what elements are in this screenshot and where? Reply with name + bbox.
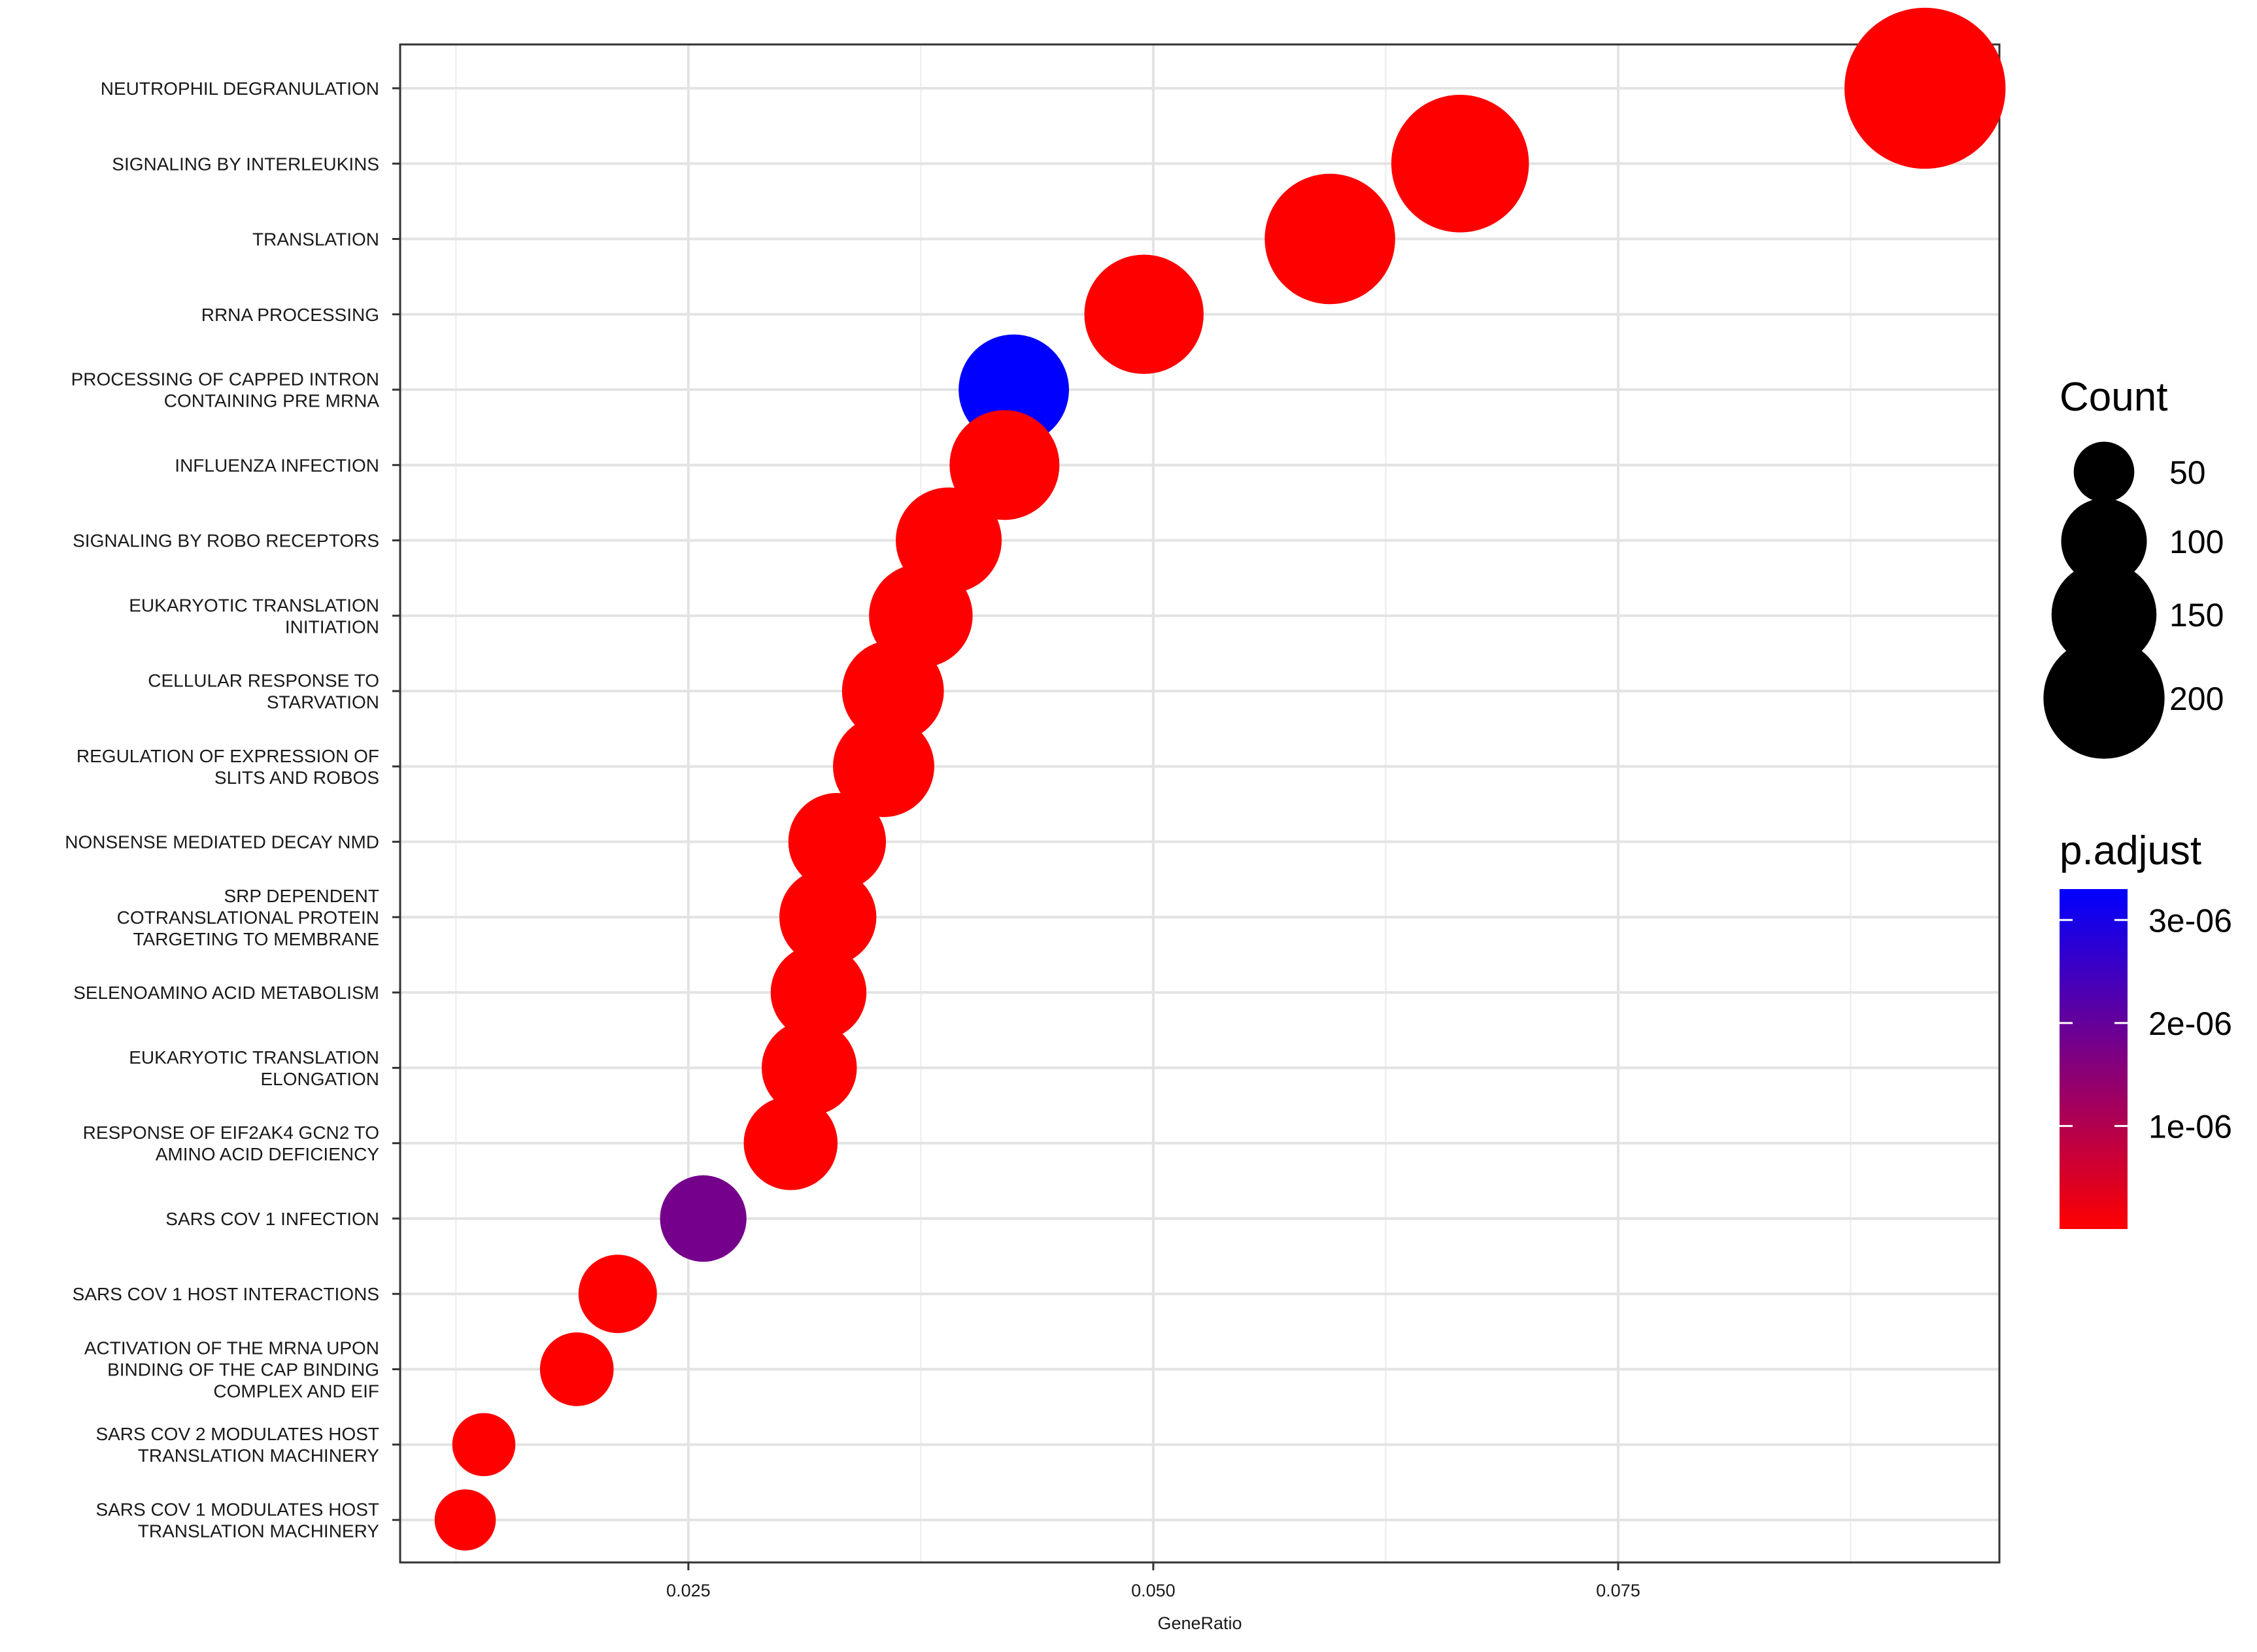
data-point	[761, 1020, 857, 1116]
data-point	[434, 1489, 496, 1551]
y-tick-label: RESPONSE OF EIF2AK4 GCN2 TO AMINO ACID DE…	[83, 1122, 380, 1164]
color-legend: p.adjust 3e-06 2e-06 1e-06	[2060, 828, 2232, 1229]
y-tick-label-line: BINDING OF THE CAP BINDING	[107, 1359, 379, 1379]
data-point	[539, 1332, 614, 1406]
size-legend-key	[2051, 562, 2157, 667]
y-tick-label: INFLUENZA INFECTION	[175, 455, 379, 475]
y-tick-label: SARS COV 1 INFECTION	[165, 1209, 379, 1229]
y-tick-label: SARS COV 1 MODULATES HOST TRANSLATION MAC…	[95, 1500, 379, 1542]
y-tick-label: NONSENSE MEDIATED DECAY NMD	[65, 832, 379, 852]
data-point	[833, 715, 934, 817]
x-axis-title: GeneRatio	[1157, 1613, 1242, 1633]
color-legend-title: p.adjust	[2060, 828, 2201, 873]
y-tick-label-line: SARS COV 1 MODULATES HOST	[95, 1500, 379, 1520]
size-legend-key	[2061, 498, 2147, 584]
size-legend-title: Count	[2060, 375, 2167, 420]
y-tick-label-line: SIGNALING BY INTERLEUKINS	[112, 154, 379, 174]
size-legend-key	[2073, 441, 2135, 503]
y-tick-label-line: REGULATION OF EXPRESSION OF	[76, 746, 379, 766]
data-point	[1264, 173, 1395, 305]
data-point	[578, 1255, 657, 1334]
data-points	[434, 7, 2006, 1551]
y-tick-label: SIGNALING BY ROBO RECEPTORS	[73, 531, 379, 551]
data-point	[1391, 95, 1529, 233]
y-tick-label-line: SRP DEPENDENT	[224, 886, 379, 906]
y-tick-label: SARS COV 1 HOST INTERACTIONS	[73, 1284, 379, 1304]
y-tick-label: EUKARYOTIC TRANSLATION ELONGATION	[129, 1047, 379, 1089]
y-tick-label-line: SARS COV 2 MODULATES HOST	[95, 1424, 379, 1444]
size-legend-label: 50	[2169, 454, 2206, 491]
y-tick-label-line: EUKARYOTIC TRANSLATION	[129, 595, 379, 615]
y-tick-label: SRP DEPENDENT COTRANSLATIONAL PROTEIN TARG…	[117, 886, 379, 949]
y-tick-label-line: SLITS AND ROBOS	[214, 767, 379, 788]
data-point	[841, 640, 944, 743]
y-tick-label-line: AMINO ACID DEFICIENCY	[156, 1144, 380, 1164]
y-tick-label-line: EUKARYOTIC TRANSLATION	[129, 1047, 379, 1068]
size-legend-label: 150	[2169, 597, 2224, 633]
y-tick-label-line: TARGETING TO MEMBRANE	[133, 929, 379, 949]
y-tick-label: ACTIVATION OF THE MRNA UPON BINDING OF TH…	[84, 1338, 379, 1401]
y-tick-label: SELENOAMINO ACID METABOLISM	[73, 983, 379, 1003]
y-tick-label-line: NONSENSE MEDIATED DECAY NMD	[65, 832, 379, 852]
data-point	[660, 1175, 747, 1262]
y-tick-label-line: ELONGATION	[260, 1069, 379, 1089]
y-tick-label-line: NEUTROPHIL DEGRANULATION	[101, 78, 379, 99]
data-point	[788, 792, 887, 891]
y-tick-label-line: CELLULAR RESPONSE TO	[148, 671, 379, 691]
size-legend: Count 50 100 150 200	[2043, 375, 2224, 759]
y-tick-label-line: SARS COV 1 HOST INTERACTIONS	[73, 1284, 379, 1304]
y-tick-label-line: TRANSLATION MACHINERY	[138, 1445, 380, 1466]
color-legend-label: 1e-06	[2148, 1108, 2232, 1145]
y-tick-label-line: COMPLEX AND EIF	[213, 1381, 379, 1401]
y-tick-label-line: COTRANSLATIONAL PROTEIN	[117, 907, 379, 928]
y-tick-label: NEUTROPHIL DEGRANULATION	[101, 78, 379, 99]
y-axis: NEUTROPHIL DEGRANULATION SIGNALING BY INT…	[65, 78, 400, 1542]
color-legend-label: 2e-06	[2148, 1005, 2232, 1042]
y-tick-label-line: TRANSLATION MACHINERY	[138, 1521, 380, 1542]
color-legend-label: 3e-06	[2148, 902, 2232, 939]
y-tick-label-line: RRNA PROCESSING	[201, 305, 379, 325]
y-tick-label-line: RESPONSE OF EIF2AK4 GCN2 TO	[83, 1122, 379, 1143]
y-tick-label: CELLULAR RESPONSE TO STARVATION	[148, 671, 379, 713]
data-point	[1844, 7, 2006, 169]
x-tick-label: 0.050	[1131, 1581, 1176, 1600]
data-point	[779, 868, 877, 966]
data-point	[949, 410, 1060, 520]
y-tick-label-line: ACTIVATION OF THE MRNA UPON	[84, 1338, 379, 1358]
y-tick-label: REGULATION OF EXPRESSION OF SLITS AND ROB…	[76, 746, 379, 788]
plot-panel-border	[399, 43, 2001, 1564]
y-tick-label-line: PROCESSING OF CAPPED INTRON	[71, 369, 379, 390]
y-tick-label-line: INFLUENZA INFECTION	[175, 455, 379, 475]
x-axis: 0.025 0.050 0.075	[666, 1562, 1640, 1600]
y-tick-label-line: STARVATION	[267, 692, 379, 713]
data-point	[743, 1096, 838, 1190]
data-point	[770, 944, 867, 1041]
y-tick-label-line: SARS COV 1 INFECTION	[165, 1209, 379, 1229]
y-tick-label-line: CONTAINING PRE MRNA	[164, 391, 380, 411]
x-tick-label: 0.075	[1596, 1581, 1640, 1600]
y-tick-label-line: TRANSLATION	[252, 229, 379, 250]
y-tick-label: EUKARYOTIC TRANSLATION INITIATION	[129, 595, 379, 637]
color-bar	[2060, 889, 2128, 1229]
y-tick-label-line: INITIATION	[285, 616, 379, 637]
data-point	[1084, 254, 1204, 375]
size-legend-label: 100	[2169, 524, 2224, 560]
y-tick-label-line: SELENOAMINO ACID METABOLISM	[73, 983, 379, 1003]
data-point	[452, 1413, 516, 1476]
size-legend-label: 200	[2169, 681, 2224, 717]
y-tick-label: RRNA PROCESSING	[201, 305, 379, 325]
x-tick-label: 0.025	[666, 1581, 711, 1600]
y-tick-label: SARS COV 2 MODULATES HOST TRANSLATION MAC…	[95, 1424, 379, 1466]
y-tick-label: PROCESSING OF CAPPED INTRON CONTAINING PR…	[71, 369, 380, 411]
size-legend-key	[2043, 637, 2165, 759]
y-tick-label-line: SIGNALING BY ROBO RECEPTORS	[73, 531, 379, 551]
y-tick-label: TRANSLATION	[252, 229, 379, 250]
y-tick-label: SIGNALING BY INTERLEUKINS	[112, 154, 379, 174]
